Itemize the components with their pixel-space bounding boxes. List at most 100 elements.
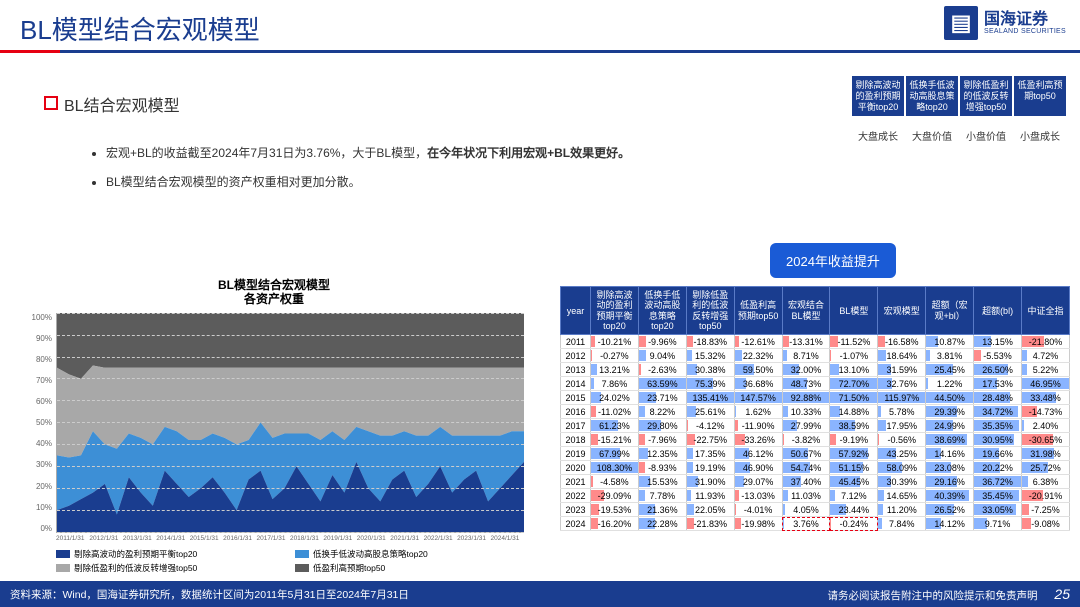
cell: 21.36%: [638, 503, 686, 517]
cell: 43.25%: [878, 447, 926, 461]
chart-title-1: BL模型结合宏观模型: [218, 278, 330, 292]
cell: -16.20%: [591, 517, 639, 531]
strategy-label-3: 小盘成长: [1014, 128, 1066, 143]
cell: -14.73%: [1022, 405, 1070, 419]
cell: 2015: [561, 391, 591, 405]
cell: 45.45%: [830, 475, 878, 489]
cell: 17.35%: [686, 447, 734, 461]
legend-item-0: 剔除高波动的盈利预期平衡top20: [56, 548, 285, 560]
cell: 75.39%: [686, 377, 734, 391]
cell: 30.39%: [878, 475, 926, 489]
col-header-5: 宏观结合BL模型: [782, 287, 830, 335]
cell: 30.38%: [686, 363, 734, 377]
cell: -21.83%: [686, 517, 734, 531]
cell: 92.88%: [782, 391, 830, 405]
cell: 13.10%: [830, 363, 878, 377]
cell: 54.74%: [782, 461, 830, 475]
cell: 2020: [561, 461, 591, 475]
strategy-labels: 大盘成长大盘价值小盘价值小盘成长: [852, 128, 1066, 143]
strategy-label-0: 大盘成长: [852, 128, 904, 143]
cell: 13.15%: [974, 335, 1022, 349]
table-row: 2011-10.21%-9.96%-18.83%-12.61%-13.31%-1…: [561, 335, 1070, 349]
cell: 48.73%: [782, 377, 830, 391]
cell: -9.08%: [1022, 517, 1070, 531]
col-header-6: BL模型: [830, 287, 878, 335]
col-header-0: year: [561, 287, 591, 335]
logo-cn: 国海证券: [984, 12, 1066, 28]
cell: 2013: [561, 363, 591, 377]
bullet-1: BL模型结合宏观模型的资产权重相对更加分散。: [106, 173, 630, 192]
cell: 35.45%: [974, 489, 1022, 503]
cell: 33.48%: [1022, 391, 1070, 405]
chart-x-axis: 2011/1/312012/1/312013/1/312014/1/312015…: [56, 535, 524, 542]
cell: -10.21%: [591, 335, 639, 349]
cell: -3.82%: [782, 433, 830, 447]
footer-source: 资料来源：Wind，国海证券研究所，数据统计区间为2011年5月31日至2024…: [10, 587, 409, 602]
chart-plot: [56, 313, 524, 533]
cell: 2011: [561, 335, 591, 349]
cell: 4.72%: [1022, 349, 1070, 363]
legend-item-1: 低换手低波动高股息策略top20: [295, 548, 524, 560]
col-header-7: 宏观模型: [878, 287, 926, 335]
cell: 24.99%: [926, 419, 974, 433]
cell: 26.50%: [974, 363, 1022, 377]
cell: 25.72%: [1022, 461, 1070, 475]
cell: 14.16%: [926, 447, 974, 461]
cell: -5.53%: [974, 349, 1022, 363]
cell: -18.83%: [686, 335, 734, 349]
cell: 71.50%: [830, 391, 878, 405]
cell: 37.40%: [782, 475, 830, 489]
col-header-3: 剔除低盈利的低波反转增强top50: [686, 287, 734, 335]
cell: 36.68%: [734, 377, 782, 391]
cell: -1.07%: [830, 349, 878, 363]
cell: -29.09%: [591, 489, 639, 503]
cell: 2018: [561, 433, 591, 447]
slide-title: BL模型结合宏观模型: [20, 10, 260, 47]
cell: 14.12%: [926, 517, 974, 531]
cell: -12.61%: [734, 335, 782, 349]
cell: 23.71%: [638, 391, 686, 405]
cell: 25.61%: [686, 405, 734, 419]
cell: -4.12%: [686, 419, 734, 433]
col-header-4: 低盈利高预期top50: [734, 287, 782, 335]
cell: -8.93%: [638, 461, 686, 475]
cell: 1.62%: [734, 405, 782, 419]
cell: 38.59%: [830, 419, 878, 433]
cell: 13.21%: [591, 363, 639, 377]
cell: 72.70%: [830, 377, 878, 391]
page-number: 25: [1054, 586, 1070, 602]
cell: 10.33%: [782, 405, 830, 419]
cell: -4.01%: [734, 503, 782, 517]
cell: -0.27%: [591, 349, 639, 363]
cell: 147.57%: [734, 391, 782, 405]
cell: 2022: [561, 489, 591, 503]
cell: 26.52%: [926, 503, 974, 517]
cell: 35.35%: [974, 419, 1022, 433]
cell: -11.02%: [591, 405, 639, 419]
col-header-2: 低换手低波动高股息策略top20: [638, 287, 686, 335]
cell: -19.53%: [591, 503, 639, 517]
cell: -15.21%: [591, 433, 639, 447]
cell: 29.39%: [926, 405, 974, 419]
cell: 32.76%: [878, 377, 926, 391]
table-row: 201313.21%-2.63%30.38%59.50%32.00%13.10%…: [561, 363, 1070, 377]
cell: 46.95%: [1022, 377, 1070, 391]
table-row: 2021-4.58%15.53%31.90%29.07%37.40%45.45%…: [561, 475, 1070, 489]
cell: 46.12%: [734, 447, 782, 461]
strategy-box-1: 低换手低波动高股息策略top20: [906, 76, 958, 116]
strategy-box-0: 剔除高波动的盈利预期平衡top20: [852, 76, 904, 116]
cell: 63.59%: [638, 377, 686, 391]
cell: 20.22%: [974, 461, 1022, 475]
cell: 135.41%: [686, 391, 734, 405]
cell: 108.30%: [591, 461, 639, 475]
cell: 15.53%: [638, 475, 686, 489]
cell: -33.26%: [734, 433, 782, 447]
cell: 32.00%: [782, 363, 830, 377]
cell: 2012: [561, 349, 591, 363]
cell: 4.05%: [782, 503, 830, 517]
cell: 33.05%: [974, 503, 1022, 517]
cell: -9.96%: [638, 335, 686, 349]
cell: -9.19%: [830, 433, 878, 447]
cell: 12.35%: [638, 447, 686, 461]
cell: 5.22%: [1022, 363, 1070, 377]
